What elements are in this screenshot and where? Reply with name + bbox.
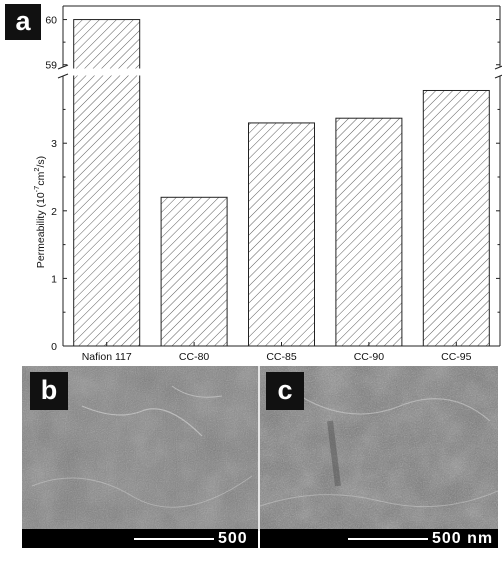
y-tick-label: 1	[51, 273, 57, 285]
y-tick-label: 2	[51, 206, 57, 218]
x-tick-label: CC-90	[354, 351, 385, 363]
scale-line-b	[134, 538, 214, 540]
panel-label-b: b	[30, 372, 68, 410]
bar-cc-95	[422, 89, 490, 347]
sem-image-c	[260, 366, 498, 531]
x-tick-label: CC-85	[266, 351, 297, 363]
bar-cc-80	[160, 196, 228, 347]
y-tick-label: 3	[51, 138, 57, 150]
x-tick-label: CC-95	[441, 351, 472, 363]
x-tick-label: Nafion 117	[82, 351, 132, 363]
scale-bar-c: 500 nm	[260, 529, 498, 548]
scale-label-c: 500 nm	[432, 530, 494, 547]
bar-chart: 0 1 2 3 59 60 Permeability (10-7cm2/s) Nafion…	[32, 5, 502, 363]
y-tick-label: 0	[51, 341, 57, 353]
scale-bar-b: 500 nm	[22, 529, 258, 566]
bar-break-gap	[72, 68, 141, 76]
axis-break-mark	[494, 65, 502, 70]
y-tick-label-upper: 60	[45, 15, 57, 27]
panel-label-a: a	[5, 4, 41, 40]
axis-break-mark	[57, 64, 69, 70]
axis-break-mark	[494, 74, 502, 79]
y-axis-title: Permeability (10-7cm2/s)	[32, 156, 47, 268]
bar-cc-85	[248, 122, 315, 347]
panel-label-c: c	[266, 372, 304, 410]
sem-image-b	[22, 366, 258, 531]
axis-break-mark	[57, 73, 69, 79]
bar-cc-90	[335, 117, 403, 347]
scale-line-c	[348, 538, 428, 540]
x-tick-label: CC-80	[179, 351, 210, 363]
panel-divider	[258, 366, 260, 531]
y-tick-label-upper: 59	[45, 60, 57, 72]
scale-label-b: 500 nm	[218, 530, 248, 566]
